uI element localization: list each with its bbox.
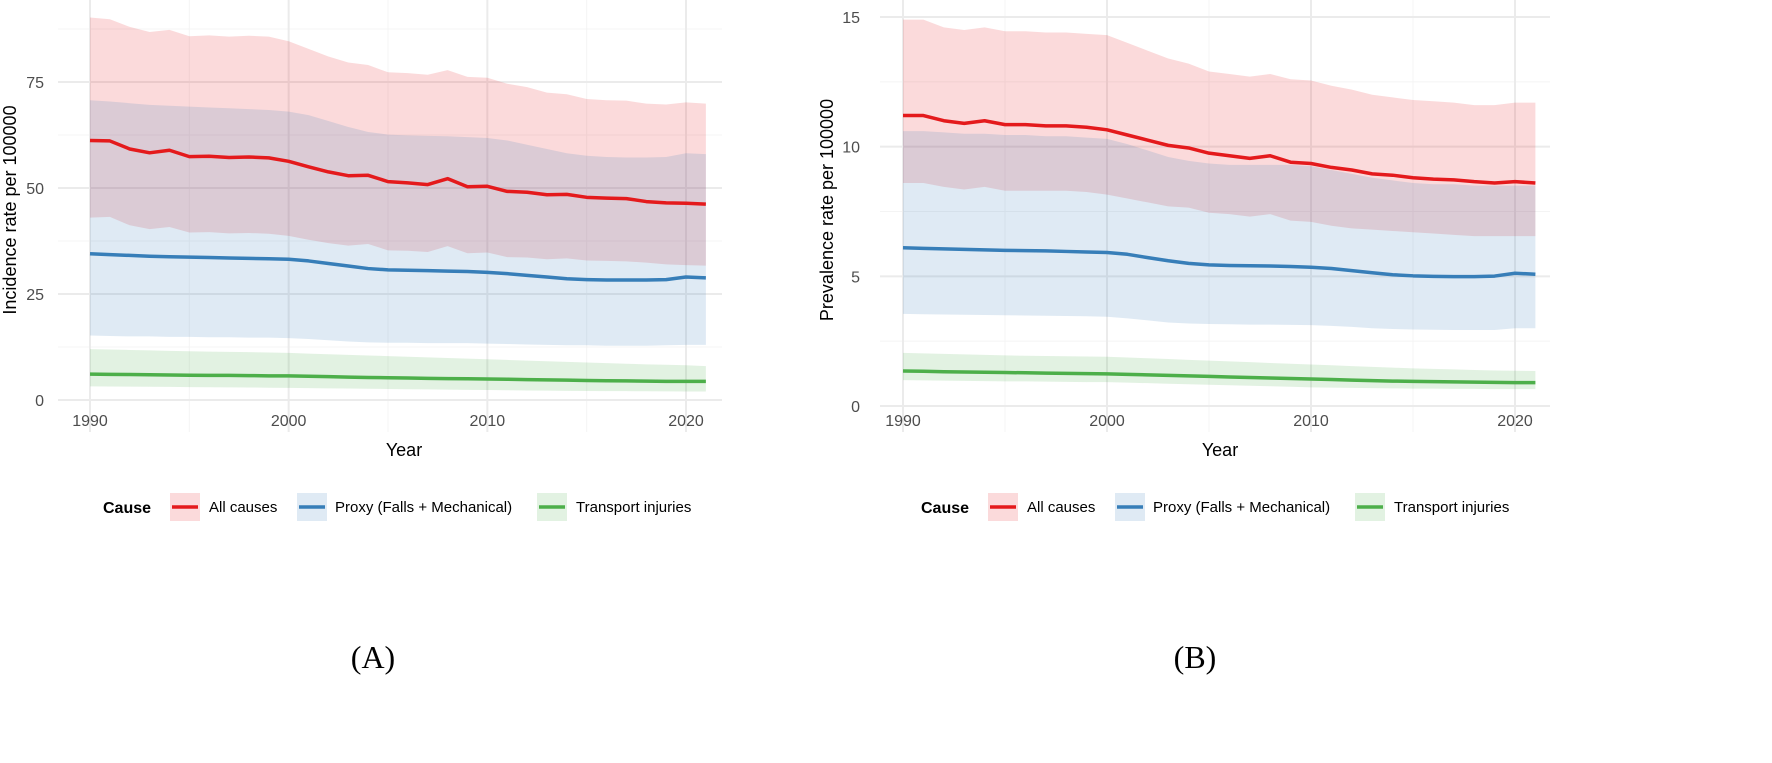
y-axis-title: Prevalence rate per 100000: [817, 99, 837, 321]
confidence-bands: [903, 19, 1536, 390]
x-tick-label: 2000: [271, 413, 307, 430]
legend-label: All causes: [209, 499, 277, 516]
legend: Cause All causes Proxy (Falls + Mechanical…: [103, 493, 691, 521]
gridlines: [880, 0, 1550, 432]
confidence-band-1: [903, 131, 1536, 331]
series-line-2: [902, 369, 1536, 385]
y-tick-label: 75: [26, 75, 44, 92]
panel-b: 0 5 10 15 1990 2000 2010 2020 Year Prevalence r…: [817, 0, 1550, 675]
y-tick-label: 10: [842, 140, 860, 157]
x-tick-label: 2020: [668, 413, 704, 430]
x-tick-label: 2020: [1497, 413, 1533, 430]
confidence-band-0: [903, 19, 1536, 237]
legend-title: Cause: [921, 500, 969, 517]
legend-label: Proxy (Falls + Mechanical): [335, 499, 512, 516]
tick-labels: 0 25 50 75 1990 2000 2010 2020: [26, 75, 704, 430]
legend-item: Transport injuries: [1355, 493, 1509, 521]
legend-label: Proxy (Falls + Mechanical): [1153, 499, 1330, 516]
tick-labels: 0 5 10 15 1990 2000 2010 2020: [842, 10, 1533, 430]
y-tick-label: 25: [26, 287, 44, 304]
legend-item: Proxy (Falls + Mechanical): [1115, 493, 1330, 521]
y-tick-label: 5: [851, 269, 860, 286]
series-line-0: [903, 113, 1536, 185]
legend-item: All causes: [170, 493, 277, 521]
x-tick-label: 1990: [72, 413, 108, 430]
legend-item: Transport injuries: [537, 493, 691, 521]
y-tick-label: 15: [842, 10, 860, 27]
legend-label: All causes: [1027, 499, 1095, 516]
panel-label: (B): [1174, 639, 1217, 675]
x-tick-label: 2000: [1089, 413, 1125, 430]
panel-label: (A): [351, 639, 395, 675]
legend-item: All causes: [988, 493, 1095, 521]
series-line-0: [89, 138, 706, 206]
x-tick-label: 1990: [885, 413, 921, 430]
series-line-1: [89, 251, 706, 282]
series-line-2: [89, 372, 706, 384]
confidence-band-0: [90, 17, 706, 266]
gridlines: [58, 0, 722, 432]
series-lines: [89, 138, 706, 384]
legend-label: Transport injuries: [576, 499, 691, 516]
x-axis-title: Year: [1202, 440, 1238, 460]
confidence-band-1: [90, 100, 706, 346]
legend-label: Transport injuries: [1394, 499, 1509, 516]
series-line-1: [902, 246, 1536, 279]
legend-title: Cause: [103, 500, 151, 517]
confidence-bands: [90, 17, 706, 392]
legend: Cause All causes Proxy (Falls + Mechanical…: [921, 493, 1509, 521]
x-axis-title: Year: [386, 440, 422, 460]
y-axis-title: Incidence rate per 100000: [0, 105, 20, 314]
y-tick-label: 0: [35, 393, 44, 410]
y-tick-label: 0: [851, 399, 860, 416]
confidence-band-2: [90, 349, 706, 392]
legend-item: Proxy (Falls + Mechanical): [297, 493, 512, 521]
series-lines: [902, 113, 1536, 385]
x-tick-label: 2010: [1293, 413, 1329, 430]
panel-a: 0 25 50 75 1990 2000 2010 2020 Year Incidence r…: [0, 0, 722, 675]
x-tick-label: 2010: [470, 413, 506, 430]
y-tick-label: 50: [26, 181, 44, 198]
